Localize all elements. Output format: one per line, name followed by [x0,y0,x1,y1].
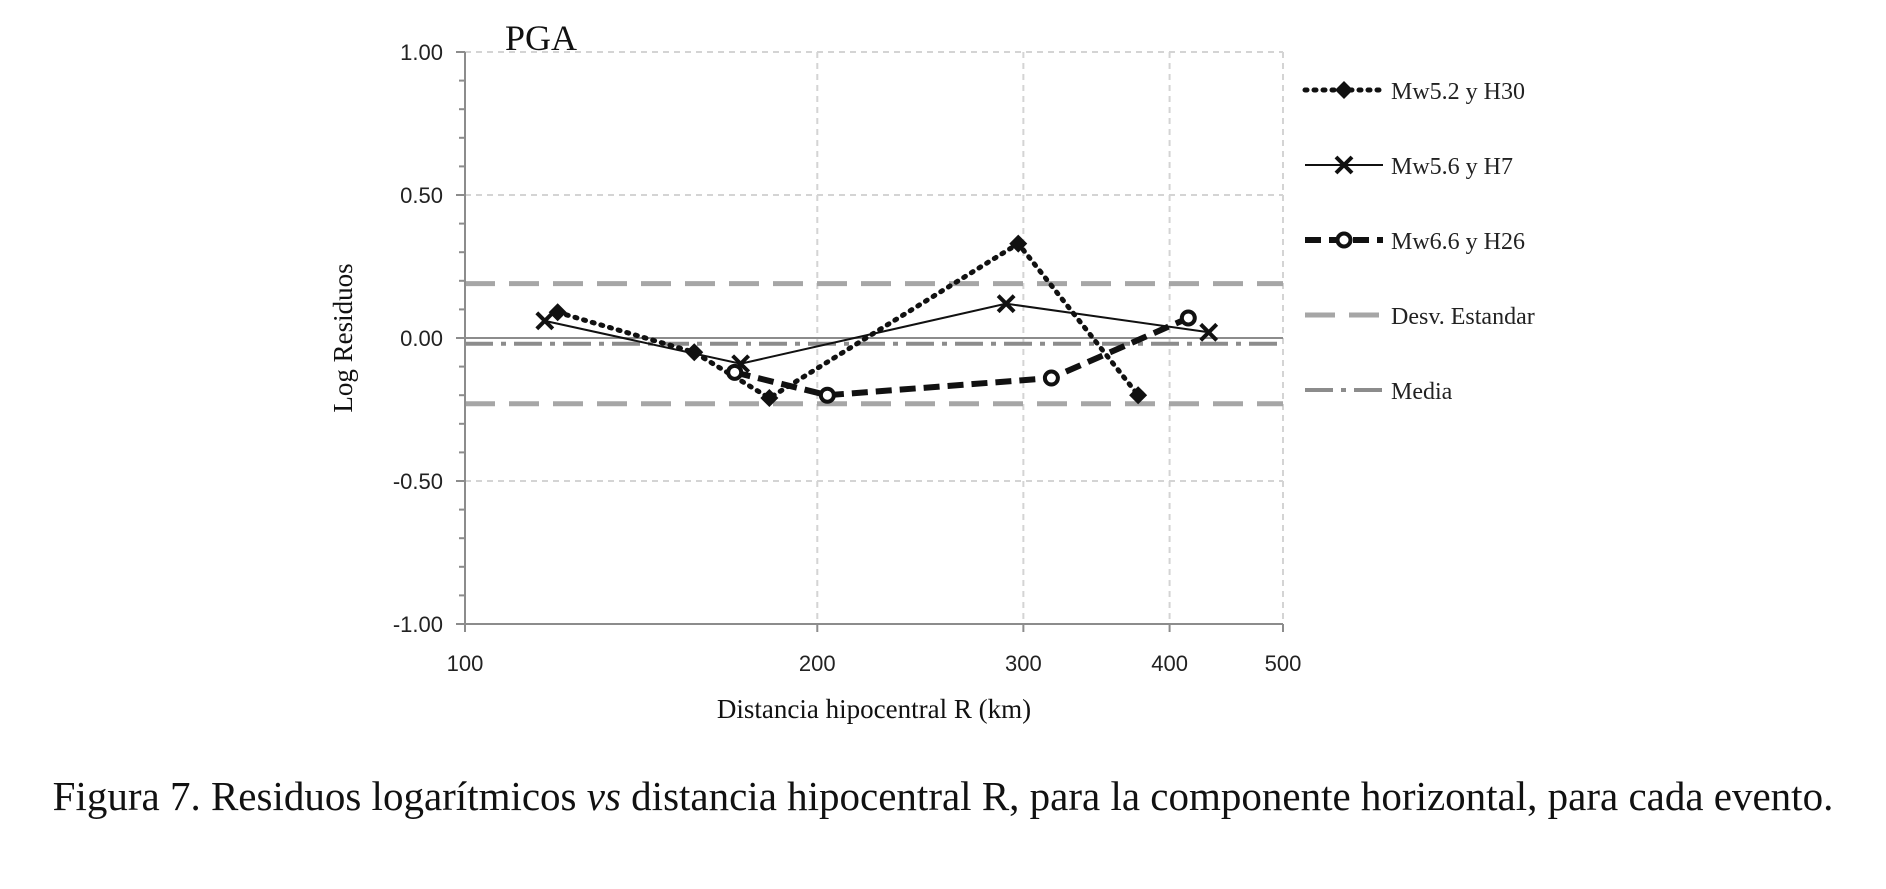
y-tick-label: 1.00 [400,40,443,65]
legend-item: Desv. Estandar [1305,304,1535,330]
x-tick-label: 300 [1005,651,1042,676]
legend: Mw5.2 y H30 Mw5.6 y H7 Mw6.6 y H26 Desv. Es… [1302,79,1535,405]
legend-item: Mw6.6 y H26 [1305,229,1525,255]
y-tick-label: 0.50 [400,183,443,208]
circle-marker [726,363,744,381]
series-line [733,315,1190,399]
diamond-marker [1129,386,1148,405]
diamond-marker [1335,81,1353,99]
legend-item: Media [1305,379,1453,405]
chart-title: PGA [505,18,577,58]
caption-prefix: Figura 7. Residuos logarítmicos [52,773,587,819]
legend-label: Media [1391,379,1453,405]
legend-label: Mw5.6 y H7 [1391,154,1513,180]
axes [456,51,1284,632]
x-marker [1199,322,1219,342]
y-axis-label: Log Residuos [328,263,358,412]
figure-caption: Figura 7. Residuos logarítmicos vs dista… [40,770,1846,822]
x-marker [535,311,555,331]
x-tick-label: 100 [447,651,484,676]
x-axis-label: Distancia hipocentral R (km) [717,694,1031,724]
series-line [544,302,1209,365]
legend-item: Mw5.6 y H7 [1305,154,1513,180]
reference-lines [465,281,1283,407]
caption-italic: vs [586,773,621,819]
diamond-marker [760,389,779,408]
diamond-marker [685,343,704,362]
circle-marker [1335,231,1353,249]
series-group [535,234,1219,408]
circle-marker [1042,369,1060,387]
series-1 [548,234,1148,408]
legend-label: Desv. Estandar [1391,304,1535,330]
x-tick-label: 400 [1151,651,1188,676]
x-marker [1334,155,1354,175]
series-line [555,240,1141,401]
caption-suffix: distancia hipocentral R, para la compone… [620,773,1834,819]
legend-label: Mw5.2 y H30 [1391,79,1525,105]
circle-marker [818,386,836,404]
y-tick-label: -1.00 [393,612,443,637]
series-3 [726,309,1197,404]
y-tick-label: -0.50 [393,469,443,494]
diamond-marker [548,303,567,322]
x-tick-label: 500 [1265,651,1302,676]
legend-label: Mw6.6 y H26 [1391,229,1525,255]
diamond-marker [1009,234,1028,253]
x-marker [996,294,1016,314]
legend-item: Mw5.2 y H30 [1302,79,1525,105]
circle-marker [1179,309,1197,327]
x-tick-label: 200 [799,651,836,676]
y-tick-label: 0.00 [400,326,443,351]
